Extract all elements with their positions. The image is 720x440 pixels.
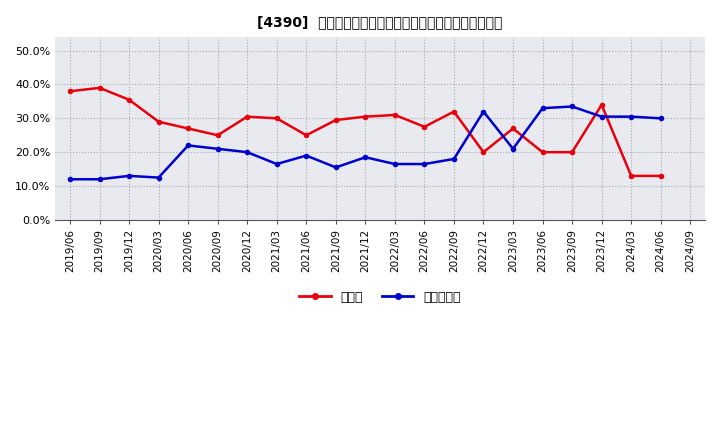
有利子負債 bbox=[66, 176, 74, 182]
現須金 bbox=[184, 126, 192, 131]
有利子負債 bbox=[184, 143, 192, 148]
有利子負債 bbox=[243, 150, 251, 155]
現須金 bbox=[272, 116, 281, 121]
現須金 bbox=[420, 124, 428, 129]
有利子負債 bbox=[449, 156, 458, 161]
現須金 bbox=[539, 150, 547, 155]
現須金 bbox=[125, 97, 133, 103]
有利子負債 bbox=[95, 176, 104, 182]
現須金 bbox=[627, 173, 636, 179]
現須金 bbox=[154, 119, 163, 125]
有利子負債 bbox=[213, 146, 222, 151]
有利子負債 bbox=[539, 106, 547, 111]
有利子負債 bbox=[154, 175, 163, 180]
有利子負債 bbox=[657, 116, 665, 121]
現須金 bbox=[449, 109, 458, 114]
現須金 bbox=[657, 173, 665, 179]
有利子負債 bbox=[627, 114, 636, 119]
有利子負債 bbox=[361, 154, 369, 160]
現須金 bbox=[390, 112, 399, 117]
有利子負債 bbox=[568, 104, 577, 109]
Legend: 現須金, 有利子負債: 現須金, 有利子負債 bbox=[294, 286, 466, 309]
現須金 bbox=[95, 85, 104, 91]
有利子負債 bbox=[302, 153, 310, 158]
有利子負債 bbox=[390, 161, 399, 167]
現須金 bbox=[213, 132, 222, 138]
現須金 bbox=[568, 150, 577, 155]
現須金 bbox=[302, 132, 310, 138]
現須金 bbox=[598, 102, 606, 107]
現須金 bbox=[66, 88, 74, 94]
Line: 現須金: 現須金 bbox=[68, 86, 663, 178]
有利子負債 bbox=[331, 165, 340, 170]
Title: [4390]  現預金、有利子負債の総資産に対する比率の推移: [4390] 現預金、有利子負債の総資産に対する比率の推移 bbox=[258, 15, 503, 29]
有利子負債 bbox=[420, 161, 428, 167]
現須金 bbox=[361, 114, 369, 119]
現須金 bbox=[509, 126, 518, 131]
現須金 bbox=[480, 150, 488, 155]
有利子負債 bbox=[509, 146, 518, 151]
有利子負債 bbox=[480, 109, 488, 114]
有利子負債 bbox=[598, 114, 606, 119]
有利子負債 bbox=[125, 173, 133, 179]
現須金 bbox=[331, 117, 340, 123]
有利子負債 bbox=[272, 161, 281, 167]
現須金 bbox=[243, 114, 251, 119]
Line: 有利子負債: 有利子負債 bbox=[68, 104, 663, 181]
